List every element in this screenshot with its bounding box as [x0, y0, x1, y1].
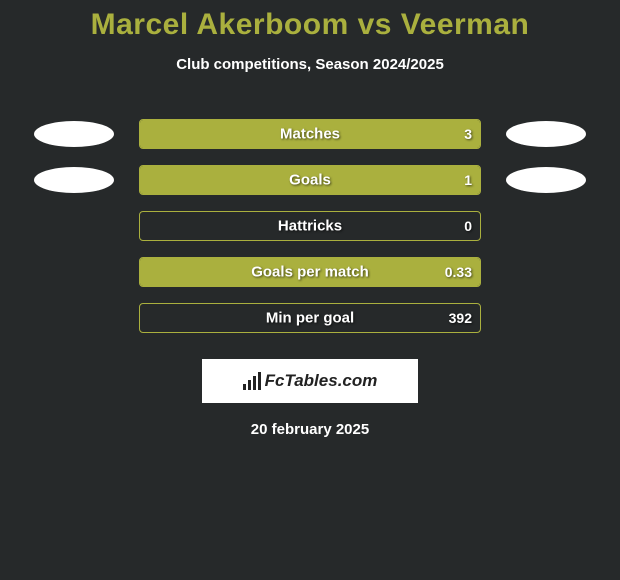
player-photo-right [506, 167, 586, 193]
right-photo-slot [481, 167, 611, 193]
player-photo-right [506, 121, 586, 147]
stat-label: Goals [289, 172, 331, 189]
stat-value-right: 392 [449, 310, 472, 326]
comparison-infographic: Marcel Akerboom vs Veerman Club competit… [0, 0, 620, 438]
brand-logo: FcTables.com [202, 359, 418, 403]
stat-value-right: 3 [464, 126, 472, 142]
stat-value-right: 0 [464, 218, 472, 234]
stat-label: Hattricks [278, 218, 342, 235]
stat-row: Matches 3 [0, 111, 620, 157]
logo-text: FcTables.com [243, 371, 378, 391]
stat-value-right: 1 [464, 172, 472, 188]
stat-bar: Min per goal 392 [139, 303, 481, 333]
page-title: Marcel Akerboom vs Veerman [0, 8, 620, 42]
stat-row: Hattricks 0 [0, 203, 620, 249]
right-photo-slot [481, 121, 611, 147]
stat-bar: Goals 1 [139, 165, 481, 195]
subtitle: Club competitions, Season 2024/2025 [0, 56, 620, 73]
date-label: 20 february 2025 [0, 421, 620, 438]
stat-value-right: 0.33 [445, 264, 472, 280]
stat-bar: Goals per match 0.33 [139, 257, 481, 287]
stat-label: Min per goal [266, 310, 354, 327]
stat-row: Min per goal 392 [0, 295, 620, 341]
player-photo-left [34, 121, 114, 147]
logo-label: FcTables.com [265, 371, 378, 391]
stats-chart: Matches 3 Goals 1 Hattricks 0 Goals per match 0… [0, 111, 620, 341]
stat-bar: Matches 3 [139, 119, 481, 149]
stat-label: Goals per match [251, 264, 369, 281]
stat-row: Goals per match 0.33 [0, 249, 620, 295]
stat-row: Goals 1 [0, 157, 620, 203]
left-photo-slot [9, 167, 139, 193]
stat-label: Matches [280, 126, 340, 143]
player-photo-left [34, 167, 114, 193]
left-photo-slot [9, 121, 139, 147]
logo-bars-icon [243, 372, 261, 390]
stat-bar: Hattricks 0 [139, 211, 481, 241]
